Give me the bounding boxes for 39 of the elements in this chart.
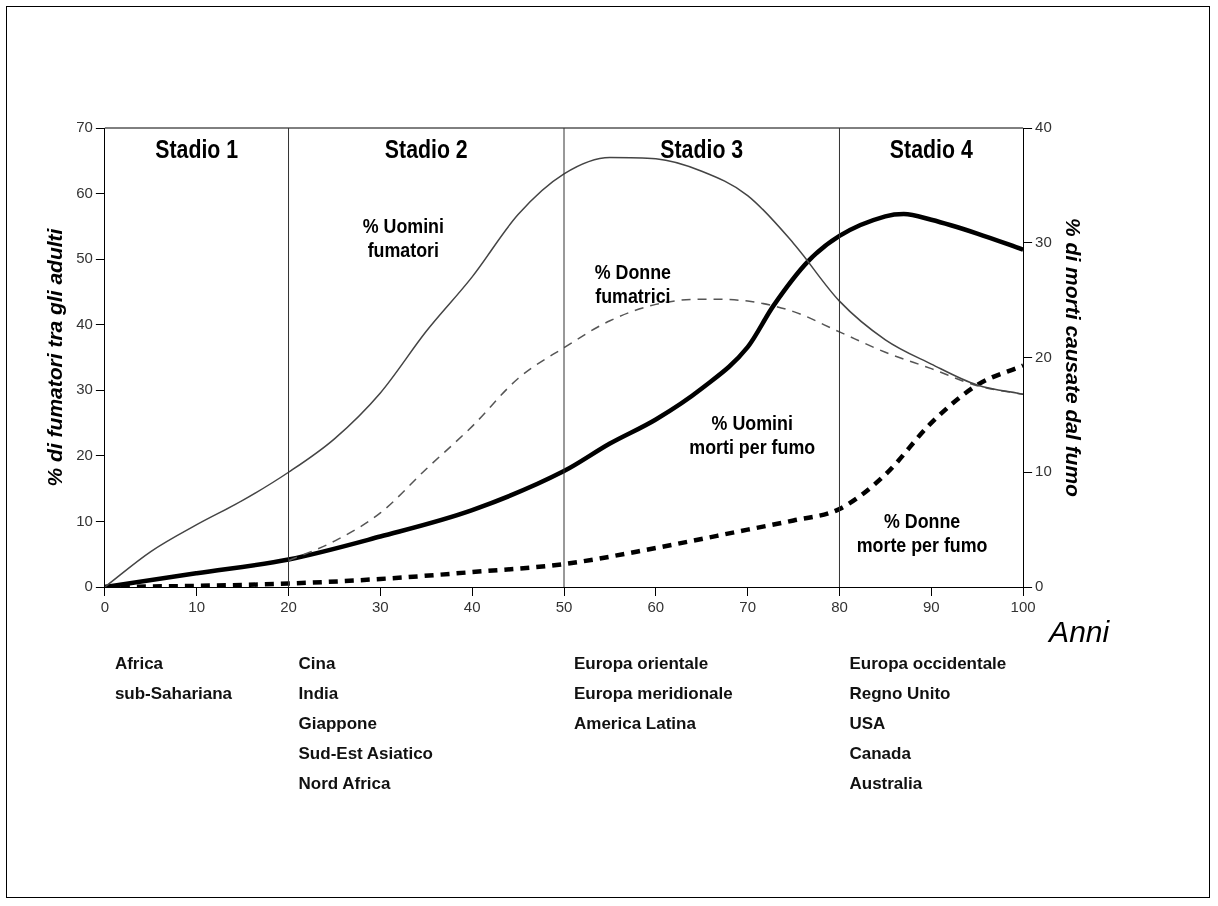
y-axis-title: % di fumatori tra gli adulti — [43, 227, 67, 487]
series-label: % Uomini morti per fumo — [689, 410, 816, 459]
x-tick-label: 0 — [100, 598, 110, 616]
y-tick-label: 10 — [76, 511, 93, 529]
y2-tick-label: 0 — [1035, 577, 1044, 595]
x-tick-label: 20 — [280, 598, 297, 616]
text: Europa orientale Europa meridionale America Latina — [574, 654, 733, 733]
y2-tick-label: 10 — [1035, 462, 1052, 480]
x-tick-label: 30 — [372, 598, 389, 616]
y2-tick-label: 30 — [1035, 232, 1052, 250]
annotation: Stadio 2 — [384, 134, 468, 164]
series-label: % Uomini fumatori — [362, 213, 444, 262]
x-tick-label: 60 — [647, 598, 665, 616]
text: Africa sub-Sahariana — [114, 654, 233, 703]
series-label: % Donne fumatrici — [594, 259, 672, 308]
x-tick-label: 90 — [922, 598, 940, 616]
y-tick-label: 70 — [76, 118, 93, 136]
x-tick-label: 80 — [831, 598, 848, 616]
y-tick-label: 20 — [76, 446, 93, 463]
y-tick-label: 40 — [76, 314, 93, 332]
y2-tick-label: 20 — [1035, 347, 1052, 365]
y2-tick-label: 40 — [1035, 118, 1052, 136]
annotation: Stadio 3 — [660, 134, 744, 164]
y-tick-label: 50 — [76, 249, 93, 267]
x-tick-label: 70 — [739, 598, 756, 616]
y-tick-label: 60 — [76, 183, 93, 201]
annotation: Stadio 1 — [155, 134, 239, 164]
y-tick-label: 0 — [84, 577, 93, 595]
text: Europa occidentale Regno Unito USA Canada Australia — [849, 654, 1007, 793]
y-tick-label: 30 — [76, 380, 93, 398]
x-axis-title: Anni — [1047, 615, 1111, 649]
text: Cina India Giappone Sud-Est Asiatico Nord Africa — [298, 654, 433, 793]
x-tick-label: 50 — [555, 598, 573, 616]
y2-axis-title: % di morti causate dal fumo — [1061, 218, 1085, 498]
x-tick-label: 40 — [463, 598, 481, 616]
x-tick-label: 10 — [188, 598, 206, 616]
annotation: Stadio 4 — [889, 134, 974, 164]
x-tick-label: 100 — [1010, 598, 1036, 616]
series-label: % Donne morte per fumo — [856, 508, 988, 557]
